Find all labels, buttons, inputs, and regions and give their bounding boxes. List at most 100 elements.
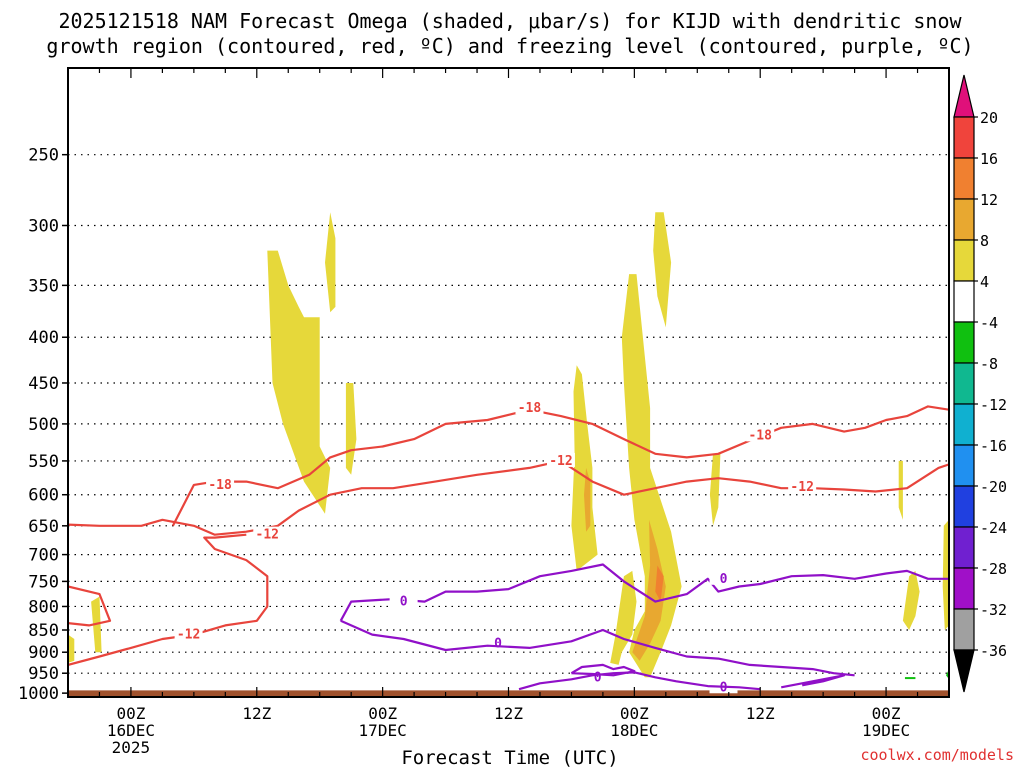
y-tick-label: 400 [28,328,59,348]
contour-label-bg [253,526,282,541]
axes: 2503003504004505005506006507007508008509… [18,67,950,757]
x-tick-label: 17DEC [359,721,407,740]
omega-region-1 [325,212,336,313]
x-tick-label: 00Z [116,704,145,723]
colorbar-band [953,362,975,405]
contour-label: -12 [256,528,279,543]
y-tick-label: 550 [28,452,59,472]
colorbar-band [953,239,975,282]
temp-contour-0 [171,405,949,527]
x-tick-label: 00Z [872,704,901,723]
colorbar-band [953,198,975,241]
omega-region-5 [571,365,598,571]
y-tick-label: 950 [28,664,59,684]
y-tick-label: 800 [28,597,59,617]
y-tick-label: 900 [28,643,59,663]
colorbar-band [953,403,975,446]
x-tick-label: 2025 [112,738,151,757]
colorbar-band [953,116,975,159]
y-tick-label: 250 [28,146,59,166]
y-tick-label: 600 [28,486,59,506]
x-tick-label: 12Z [746,704,775,723]
y-tick-label: 750 [28,572,59,592]
colorbar-label: -16 [980,437,1007,455]
colorbar-label: -4 [980,314,998,332]
temp-contour-1 [68,459,949,536]
contour-label: -18 [208,478,232,493]
contour-label: -18 [518,401,542,416]
y-tick-label: 650 [28,517,59,537]
freezing-contour-4 [339,563,949,622]
colorbar-label: 4 [980,273,989,291]
colorbar-over-arrow [953,74,975,118]
freezing-contour-8 [780,674,846,689]
freezing-contour-5 [340,619,855,677]
y-tick-label: 700 [28,546,59,566]
y-tick-label: 300 [28,216,59,236]
omega-region-9 [709,453,721,526]
omega-region-15 [655,565,664,602]
colorbar-label: -8 [980,355,998,373]
contour-label-bg [788,478,817,493]
y-tick-label: 1000 [18,684,59,704]
omega-region-6 [621,274,682,678]
colorbar-band [953,485,975,528]
contour-label-bg [709,570,738,585]
x-tick-label: 19DEC [862,721,910,740]
colorbar-band [953,526,975,569]
omega-region-4 [68,634,75,663]
contour-label-bg [583,669,612,684]
colorbar-label: 16 [980,150,998,168]
colorbar-label: -28 [980,560,1007,578]
contour-label: 0 [720,572,728,587]
x-tick-label: 18DEC [610,721,658,740]
y-tick-label: 450 [28,374,59,394]
colorbar-label: -36 [980,642,1007,660]
omega-region-8 [610,570,637,665]
contour-label: 0 [400,595,408,610]
y-tick-label: 500 [28,415,59,435]
contour-label: 0 [594,670,602,685]
colorbar-label: -32 [980,601,1007,619]
colorbar-band [953,321,975,364]
watermark: coolwx.com/models [860,746,1014,764]
colorbar-band [953,157,975,200]
temp-contour-2 [68,533,269,666]
freezing-contour-7 [570,663,636,677]
contour-label: 0 [494,636,502,651]
contour-label: -18 [748,428,772,443]
colorbar-band [953,567,975,610]
x-tick-label: 00Z [368,704,397,723]
x-tick-label: 12Z [494,704,523,723]
chart-title-line1: 2025121518 NAM Forecast Omega (shaded, μ… [58,9,962,33]
contour-label-bg [515,400,544,415]
contour-label-bg [746,427,775,442]
colorbar-band [953,608,975,651]
colorbar-label: -24 [980,519,1007,537]
contour-label: -12 [177,628,200,643]
colorbar: 20 16 12 8 4 -4 -8 -12 -16 -20 -24 -28 -32 -36 [953,74,1007,693]
x-tick-label: 12Z [242,704,271,723]
chart-title-line2: growth region (contoured, red, ºC) and f… [46,34,973,58]
omega-region-10 [902,570,920,630]
contour-label-bg [389,593,418,608]
colorbar-label: -20 [980,478,1007,496]
freezing-contour-6 [518,671,761,691]
omega-region-0 [267,250,331,514]
x-tick-label: 00Z [620,704,649,723]
omega-region-13 [584,467,591,532]
contour-label-bg [174,626,203,641]
contour-label: -12 [790,480,813,495]
y-tick-label: 850 [28,621,59,641]
colorbar-band [953,444,975,487]
colorbar-label: -12 [980,396,1007,414]
x-axis-label: Forecast Time (UTC) [401,747,618,768]
x-tick-label: 16DEC [107,721,155,740]
omega-region-14 [632,519,666,661]
contour-label-bg [206,476,235,491]
colorbar-under-arrow [953,649,975,693]
colorbar-label: 12 [980,191,998,209]
